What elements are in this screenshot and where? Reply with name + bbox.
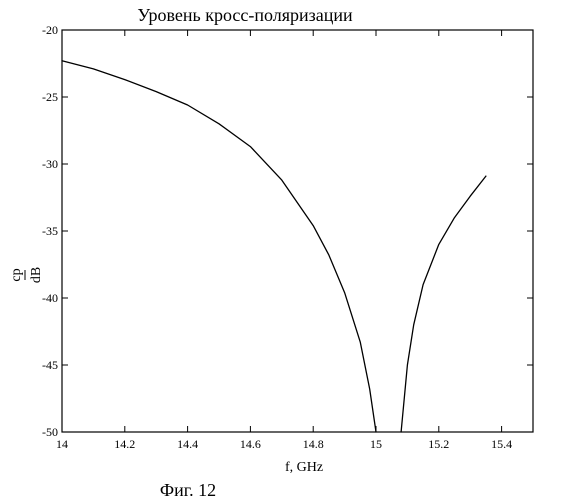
y-tick-label: -25 [42,90,58,104]
chart-title: Уровень кросс-поляризации [137,5,353,25]
series-line-2 [401,176,486,432]
y-tick-label: -30 [42,157,58,171]
x-tick-label: 14.6 [240,437,261,451]
x-axis: 14 14.2 14.4 14.6 14.8 15 15.2 15.4 [56,30,512,451]
y-axis-label: cp dB [9,267,44,283]
y-tick-label: -35 [42,224,58,238]
y-axis: -20 -25 -30 -35 -40 -45 -50 [42,23,533,439]
x-tick-label: 15.2 [428,437,449,451]
x-tick-label: 15 [370,437,382,451]
x-tick-label: 15.4 [491,437,512,451]
x-tick-label: 14.2 [114,437,135,451]
plot-frame [62,30,533,432]
x-tick-label: 14.4 [177,437,198,451]
x-axis-label: f, GHz [285,460,323,475]
y-tick-label: -20 [42,23,58,37]
x-tick-label: 14 [56,437,68,451]
figure-caption: Фиг. 12 [160,480,216,500]
y-tick-label: -50 [42,425,58,439]
y-tick-label: -40 [42,291,58,305]
series-line-1 [62,61,376,432]
series-group [62,61,486,432]
x-tick-label: 14.8 [303,437,324,451]
y-axis-label-bottom: dB [29,267,44,283]
y-tick-label: -45 [42,358,58,372]
y-axis-label-top: cp [9,268,24,281]
